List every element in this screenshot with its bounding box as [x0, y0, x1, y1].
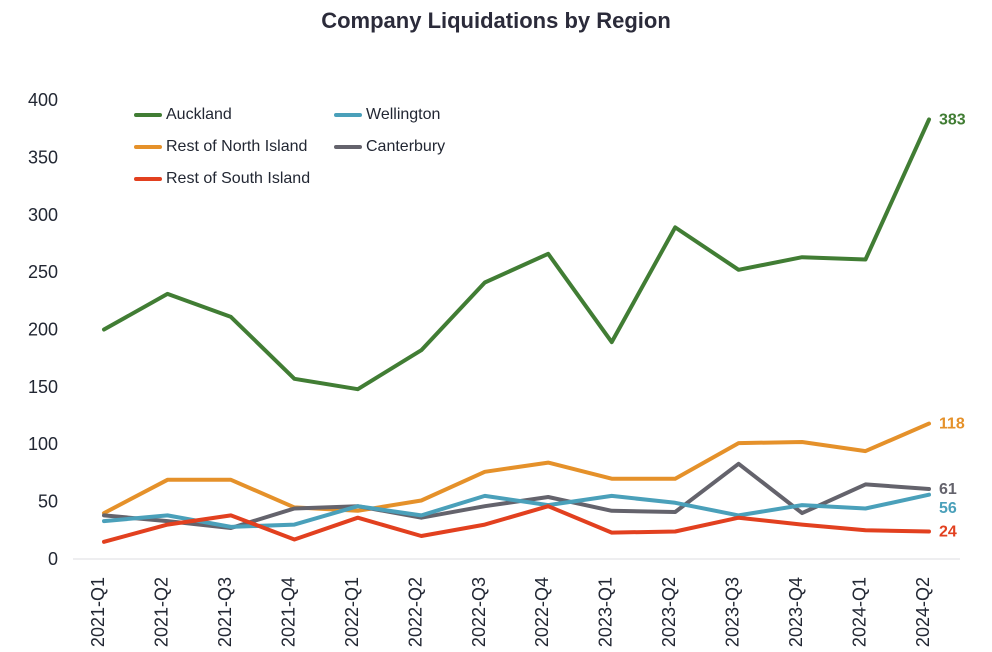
svg-text:200: 200 [28, 320, 58, 340]
svg-text:300: 300 [28, 205, 58, 225]
svg-text:2024-Q1: 2024-Q1 [850, 577, 870, 647]
svg-text:2021-Q1: 2021-Q1 [88, 577, 108, 647]
svg-text:150: 150 [28, 377, 58, 397]
svg-text:61: 61 [939, 481, 957, 498]
svg-text:383: 383 [939, 112, 966, 129]
svg-text:2022-Q1: 2022-Q1 [342, 577, 362, 647]
svg-text:2021-Q3: 2021-Q3 [215, 577, 235, 647]
svg-text:2024-Q2: 2024-Q2 [913, 577, 933, 647]
svg-text:118: 118 [939, 416, 965, 433]
svg-text:0: 0 [48, 549, 58, 569]
svg-text:2023-Q2: 2023-Q2 [659, 577, 679, 647]
svg-text:2021-Q2: 2021-Q2 [152, 577, 172, 647]
svg-text:2022-Q2: 2022-Q2 [405, 577, 425, 647]
svg-text:400: 400 [28, 90, 58, 110]
svg-text:100: 100 [28, 434, 58, 454]
svg-text:24: 24 [939, 524, 957, 541]
svg-text:50: 50 [38, 492, 58, 512]
svg-text:2023-Q1: 2023-Q1 [596, 577, 616, 647]
svg-text:250: 250 [28, 262, 58, 282]
svg-text:2023-Q4: 2023-Q4 [786, 577, 806, 647]
svg-text:2023-Q3: 2023-Q3 [723, 577, 743, 647]
svg-text:2021-Q4: 2021-Q4 [278, 577, 298, 647]
svg-text:2022-Q3: 2022-Q3 [469, 577, 489, 647]
svg-text:56: 56 [939, 500, 957, 517]
svg-text:350: 350 [28, 147, 58, 167]
svg-text:2022-Q4: 2022-Q4 [532, 577, 552, 647]
